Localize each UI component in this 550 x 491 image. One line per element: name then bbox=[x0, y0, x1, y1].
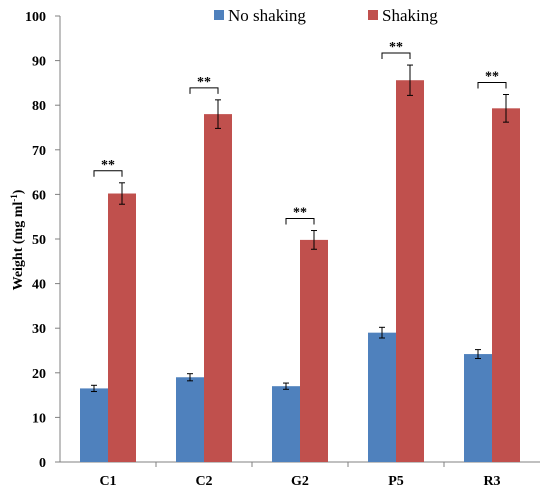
y-tick-label: 80 bbox=[32, 99, 46, 114]
legend-swatch bbox=[214, 10, 224, 20]
bar-shaking bbox=[492, 108, 520, 463]
y-tick-label: 50 bbox=[32, 233, 46, 248]
y-tick-label: 40 bbox=[32, 278, 46, 293]
significance-bracket bbox=[477, 81, 507, 89]
category-label: G2 bbox=[291, 474, 309, 489]
category-label: P5 bbox=[388, 474, 404, 489]
significance-markers: ** ** ** ** ** bbox=[93, 40, 507, 225]
significance-label: ** bbox=[197, 75, 211, 90]
significance-bracket bbox=[189, 87, 219, 94]
significance-label: ** bbox=[389, 40, 403, 55]
significance-bracket bbox=[381, 52, 411, 60]
bar-no-shaking bbox=[272, 386, 300, 462]
significance-bracket bbox=[285, 218, 315, 225]
y-tick-label: 30 bbox=[32, 322, 46, 337]
legend-label: Shaking bbox=[382, 6, 438, 25]
legend: No shaking Shaking bbox=[214, 6, 438, 25]
legend-swatch bbox=[368, 10, 378, 20]
bars bbox=[80, 64, 520, 463]
significance-label: ** bbox=[101, 158, 115, 173]
y-tick-label: 10 bbox=[32, 411, 46, 426]
y-tick-label: 0 bbox=[39, 456, 46, 471]
bar-shaking bbox=[300, 239, 328, 462]
bar-no-shaking bbox=[464, 354, 492, 462]
y-tick-label: 90 bbox=[32, 55, 46, 70]
y-tick-label: 20 bbox=[32, 367, 46, 382]
bar-no-shaking bbox=[368, 332, 396, 462]
y-axis-title: Weight (mg ml-1) bbox=[9, 189, 26, 290]
bar-shaking bbox=[396, 80, 424, 462]
bar-shaking bbox=[108, 193, 136, 462]
bar-no-shaking bbox=[176, 377, 204, 462]
y-tick-label: 100 bbox=[25, 10, 46, 25]
category-label: C2 bbox=[195, 474, 212, 489]
category-label: R3 bbox=[483, 474, 500, 489]
bar-shaking bbox=[204, 114, 232, 463]
axes: 0 10 20 30 40 50 60 70 80 90 100 C1 C2 G2 P5 R3 bbox=[25, 10, 540, 489]
bar-no-shaking bbox=[80, 388, 108, 462]
y-tick-label: 60 bbox=[32, 188, 46, 203]
category-label: C1 bbox=[99, 474, 116, 489]
significance-bracket bbox=[93, 170, 123, 177]
significance-label: ** bbox=[485, 69, 499, 84]
significance-label: ** bbox=[293, 206, 307, 221]
y-tick-label: 70 bbox=[32, 144, 46, 159]
legend-label: No shaking bbox=[228, 6, 306, 25]
